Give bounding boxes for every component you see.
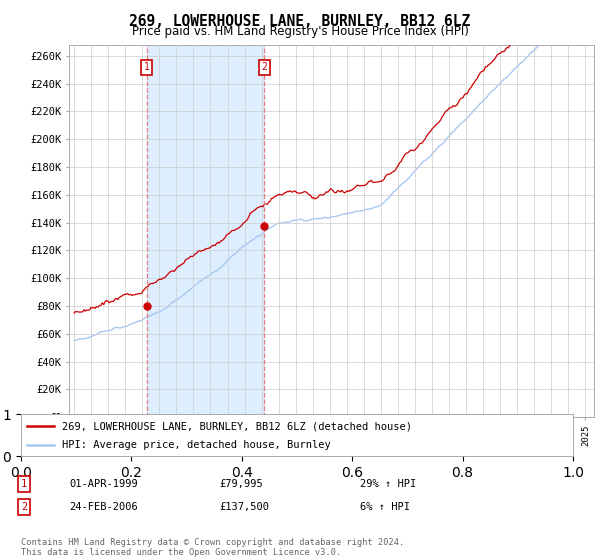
- Text: Contains HM Land Registry data © Crown copyright and database right 2024.
This d: Contains HM Land Registry data © Crown c…: [21, 538, 404, 557]
- Text: 2: 2: [21, 502, 27, 512]
- Text: 1: 1: [21, 479, 27, 489]
- Text: 2: 2: [261, 62, 267, 72]
- Text: 6% ↑ HPI: 6% ↑ HPI: [360, 502, 410, 512]
- Text: HPI: Average price, detached house, Burnley: HPI: Average price, detached house, Burn…: [62, 440, 331, 450]
- Text: 24-FEB-2006: 24-FEB-2006: [69, 502, 138, 512]
- Text: £79,995: £79,995: [219, 479, 263, 489]
- Text: 01-APR-1999: 01-APR-1999: [69, 479, 138, 489]
- Bar: [146, 45, 264, 417]
- Text: Price paid vs. HM Land Registry's House Price Index (HPI): Price paid vs. HM Land Registry's House …: [131, 25, 469, 38]
- Text: 269, LOWERHOUSE LANE, BURNLEY, BB12 6LZ: 269, LOWERHOUSE LANE, BURNLEY, BB12 6LZ: [130, 14, 470, 29]
- Text: 1: 1: [143, 62, 149, 72]
- Text: £137,500: £137,500: [219, 502, 269, 512]
- Text: 29% ↑ HPI: 29% ↑ HPI: [360, 479, 416, 489]
- Text: 269, LOWERHOUSE LANE, BURNLEY, BB12 6LZ (detached house): 269, LOWERHOUSE LANE, BURNLEY, BB12 6LZ …: [62, 421, 412, 431]
